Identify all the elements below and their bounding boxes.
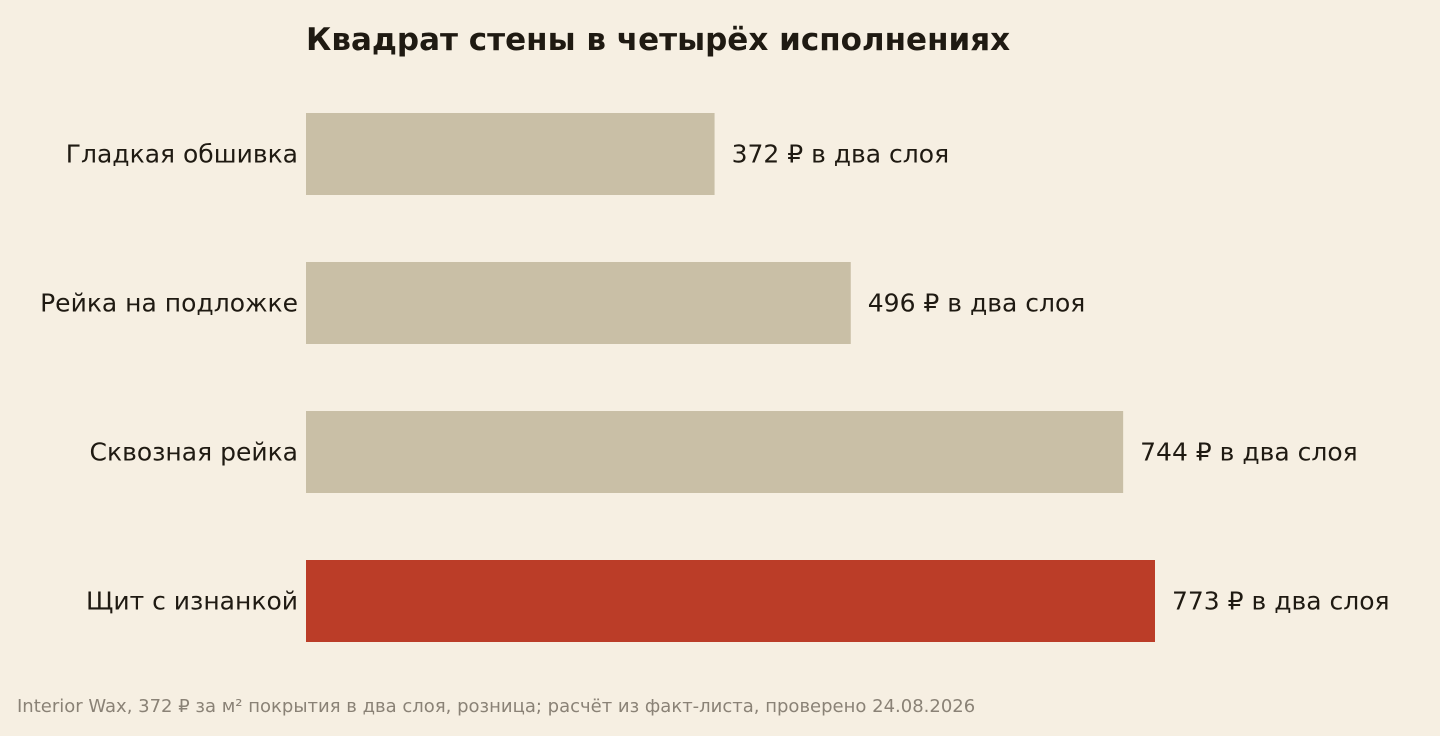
category-label: Сквозная рейка	[90, 438, 298, 467]
category-label: Рейка на подложке	[40, 289, 298, 318]
source-note: Interior Wax, 372 ₽ за м² покрытия в два…	[17, 696, 976, 717]
category-label: Гладкая обшивка	[66, 140, 298, 169]
value-label: 372 ₽ в два слоя	[732, 140, 950, 169]
value-label: 496 ₽ в два слоя	[868, 289, 1086, 318]
value-label: 773 ₽ в два слоя	[1172, 587, 1390, 616]
value-label: 744 ₽ в два слоя	[1140, 438, 1358, 467]
category-label: Щит с изнанкой	[86, 587, 298, 616]
bar-3	[306, 411, 1124, 493]
bar-4	[306, 560, 1155, 642]
bar-2	[306, 262, 851, 344]
chart-title: Квадрат стены в четырёх исполнениях	[306, 22, 1011, 58]
bar-1	[306, 113, 715, 195]
